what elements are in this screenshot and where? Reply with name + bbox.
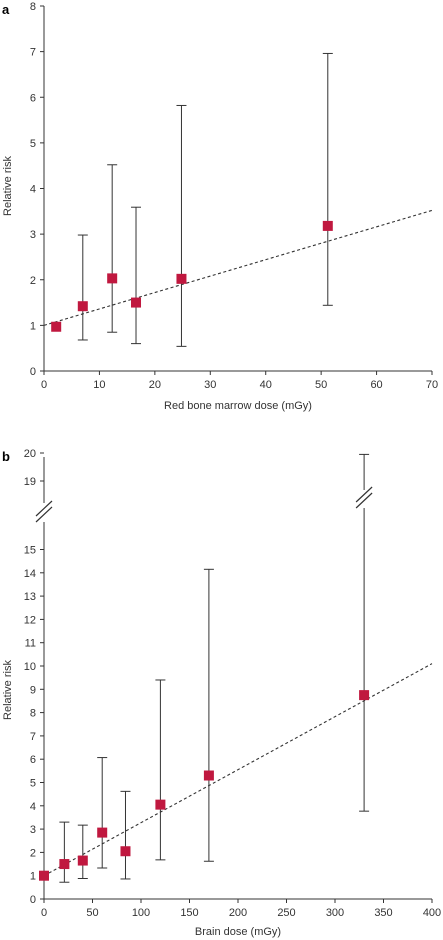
x-tick-label-a: 70 [426, 379, 438, 391]
axis-break-mark-b [35, 500, 53, 517]
x-tick-label-b: 50 [86, 907, 98, 919]
x-tick-label-b: 350 [374, 907, 392, 919]
x-tick-label-b: 150 [180, 907, 198, 919]
x-tick-label-a: 0 [41, 379, 47, 391]
data-point-b [359, 690, 370, 701]
data-point-b [77, 855, 88, 866]
x-tick-label-b: 300 [326, 907, 344, 919]
error-bar-break-mark-b [355, 492, 373, 509]
x-tick-label-a: 30 [204, 379, 216, 391]
y-tick-label-b: 0 [30, 894, 36, 906]
y-tick-label-b: 3 [30, 824, 36, 836]
x-tick-label-a: 40 [260, 379, 272, 391]
data-point-a [176, 273, 187, 284]
x-tick-label-b: 250 [277, 907, 295, 919]
y-tick-label-b: 9 [30, 684, 36, 696]
y-tick-label-b: 15 [24, 545, 36, 557]
y-tick-label-a: 2 [30, 275, 36, 287]
y-tick-label-b: 10 [24, 661, 36, 673]
y-tick-label-b: 13 [24, 591, 36, 603]
x-axis-label-a: Red bone marrow dose (mGy) [164, 400, 312, 412]
y-tick-label-b: 20 [24, 448, 36, 460]
data-point-b [120, 846, 131, 857]
x-axis-label-b: Brain dose (mGy) [195, 926, 281, 938]
panel-label-a: a [2, 2, 10, 17]
y-tick-label-a: 5 [30, 138, 36, 150]
data-point-b [97, 827, 108, 838]
x-tick-label-b: 200 [229, 907, 247, 919]
y-tick-label-b: 19 [24, 476, 36, 488]
y-tick-label-a: 1 [30, 320, 36, 332]
trend-line-b [43, 663, 433, 877]
y-tick-label-b: 2 [30, 847, 36, 859]
y-tick-label-b: 1 [30, 871, 36, 883]
data-point-b [203, 770, 214, 781]
y-tick-label-b: 6 [30, 754, 36, 766]
chart-panel-a: a Red bone marrow dose (mGy) Relative ri… [2, 1, 438, 412]
x-tick-label-b: 400 [423, 907, 441, 919]
y-tick-label-a: 3 [30, 229, 36, 241]
y-tick-label-a: 7 [30, 47, 36, 59]
data-point-a [322, 220, 333, 231]
data-point-b [59, 859, 70, 870]
trend-line-a [43, 209, 433, 326]
data-point-a [131, 297, 142, 308]
data-point-a [77, 301, 88, 312]
y-tick-label-a: 0 [30, 366, 36, 378]
x-tick-label-a: 60 [370, 379, 382, 391]
data-point-b [39, 870, 49, 881]
y-tick-label-a: 4 [30, 184, 36, 196]
y-tick-label-b: 12 [24, 614, 36, 626]
chart-panel-b: b Brain dose (mGy) Relative risk 0123456… [2, 448, 441, 938]
y-axis-label-a: Relative risk [2, 156, 14, 216]
x-tick-label-a: 10 [93, 379, 105, 391]
y-tick-label-b: 11 [25, 638, 36, 650]
y-tick-label-a: 6 [30, 92, 36, 104]
axis-break-mark-b [35, 506, 53, 523]
x-tick-label-a: 20 [149, 379, 161, 391]
error-bar-break-mark-b [355, 486, 373, 503]
y-tick-label-b: 14 [24, 568, 36, 580]
panel-label-b: b [2, 449, 10, 464]
x-tick-label-b: 0 [41, 907, 47, 919]
data-point-a [51, 321, 62, 332]
y-tick-label-b: 7 [30, 731, 36, 743]
y-tick-label-a: 8 [30, 1, 36, 13]
data-point-b [155, 799, 166, 810]
x-tick-label-a: 50 [315, 379, 327, 391]
y-tick-label-b: 5 [30, 778, 36, 790]
y-tick-label-b: 4 [30, 801, 36, 813]
x-tick-label-b: 100 [132, 907, 150, 919]
y-axis-label-b: Relative risk [2, 660, 14, 720]
data-point-a [107, 273, 118, 284]
y-tick-label-b: 8 [30, 708, 36, 720]
